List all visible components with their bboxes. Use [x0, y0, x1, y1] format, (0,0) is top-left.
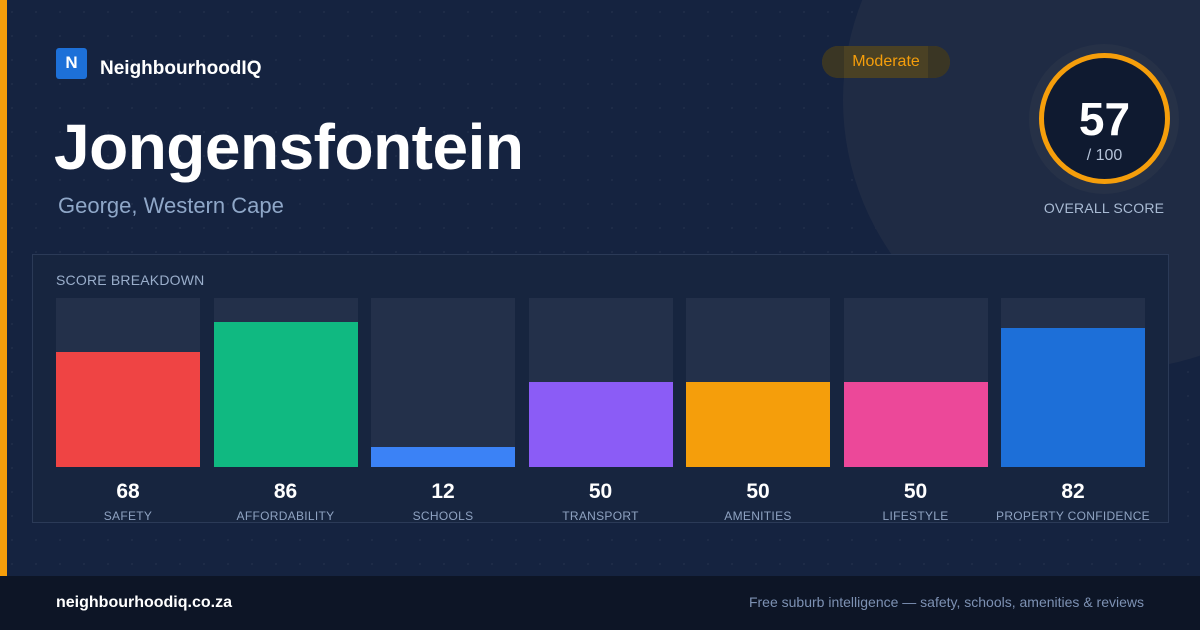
bar-track	[371, 298, 515, 467]
bar-track	[213, 298, 358, 467]
bar-label: SAFETY	[103, 509, 153, 523]
bar-track	[686, 298, 830, 467]
bar-fill	[686, 382, 830, 467]
bar-fill	[843, 382, 988, 467]
overall-score-ring: 57 / 100	[1029, 44, 1179, 194]
rating-badge: Moderate	[822, 46, 950, 78]
bar-fill	[56, 352, 200, 467]
bar-label: AMENITIES	[724, 509, 792, 523]
bar-fill	[528, 382, 673, 467]
bar-value: 12	[431, 480, 455, 503]
bar-label: AFFORDABILITY	[236, 509, 335, 523]
bar-value: 82	[1061, 480, 1085, 503]
overall-score-max: / 100	[1086, 147, 1123, 164]
accent-bar	[0, 0, 7, 576]
brand-name: NeighbourhoodIQ	[100, 58, 262, 79]
bar-track	[528, 298, 673, 467]
footer: neighbourhoodiq.co.za Free suburb intell…	[0, 576, 1200, 630]
suburb-title: Jongensfontein	[54, 111, 524, 183]
brand[interactable]: N NeighbourhoodIQ	[56, 46, 261, 80]
overall-score-label: OVERALL SCORE	[1043, 200, 1165, 216]
rating-badge-label: Moderate	[852, 53, 920, 70]
breakdown-title: SCORE BREAKDOWN	[56, 272, 205, 288]
bar-label: TRANSPORT	[562, 509, 639, 523]
bar-value: 68	[116, 480, 140, 503]
score-breakdown-panel: SCORE BREAKDOWN 68 SAFETY 86 AFFORDABILITY 1…	[32, 254, 1169, 523]
bar-value: 50	[903, 480, 928, 503]
footer-url[interactable]: neighbourhoodiq.co.za	[56, 594, 232, 611]
bar-value: 50	[588, 480, 613, 503]
bar-label: SCHOOLS	[412, 509, 474, 523]
suburb-location: George, Western Cape	[58, 193, 284, 218]
footer-tagline: Free suburb intelligence — safety, schoo…	[748, 594, 1144, 610]
bar-label: PROPERTY CONFIDENCE	[996, 509, 1150, 523]
bar-fill	[1001, 328, 1145, 467]
bar-value: 50	[746, 480, 770, 503]
bar-label: LIFESTYLE	[882, 509, 949, 523]
bar-track	[1001, 298, 1145, 467]
brand-logo-icon: N	[56, 47, 87, 79]
bar-fill	[213, 322, 358, 467]
score-ring-progress: 57 / 100	[1039, 53, 1170, 184]
bar-track	[56, 298, 200, 467]
bar-track	[843, 298, 988, 467]
bar-value: 86	[273, 480, 298, 503]
bar-fill	[371, 447, 515, 467]
overall-score-value: 57	[1078, 93, 1131, 145]
